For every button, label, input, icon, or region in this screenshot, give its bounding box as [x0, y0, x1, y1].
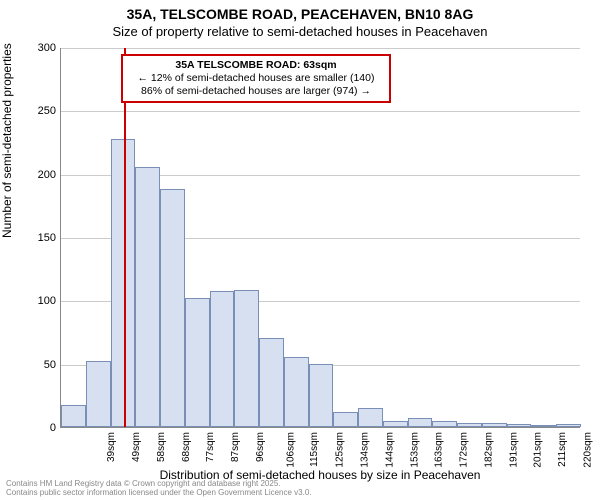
chart-subtitle: Size of property relative to semi-detach… — [0, 24, 600, 39]
bar — [135, 167, 160, 427]
chart-title: 35A, TELSCOMBE ROAD, PEACEHAVEN, BN10 8A… — [0, 6, 600, 22]
plot-area: 35A TELSCOMBE ROAD: 63sqm ← 12% of semi-… — [60, 48, 580, 428]
x-tick: 172sqm — [459, 432, 470, 468]
bar — [185, 298, 210, 427]
annotation-box: 35A TELSCOMBE ROAD: 63sqm ← 12% of semi-… — [121, 54, 391, 103]
gridline — [61, 111, 580, 112]
bar — [86, 361, 111, 427]
y-tick: 150 — [30, 232, 56, 244]
gridline — [61, 48, 580, 49]
y-axis-label: Number of semi-detached properties — [0, 43, 14, 238]
x-tick: 39sqm — [106, 432, 117, 462]
bar — [61, 405, 86, 427]
bar — [432, 421, 457, 427]
x-tick: 49sqm — [131, 432, 142, 462]
y-tick: 100 — [30, 295, 56, 307]
x-tick: 163sqm — [434, 432, 445, 468]
bar — [210, 291, 235, 427]
bar — [160, 189, 185, 427]
bar — [383, 421, 408, 427]
x-tick: 144sqm — [384, 432, 395, 468]
y-tick: 200 — [30, 169, 56, 181]
annotation-line2: ← 12% of semi-detached houses are smalle… — [129, 72, 383, 85]
x-tick: 68sqm — [181, 432, 192, 462]
bar — [284, 357, 309, 427]
x-tick: 201sqm — [533, 432, 544, 468]
bar — [333, 412, 358, 427]
bar — [531, 425, 556, 427]
x-tick: 134sqm — [360, 432, 371, 468]
x-tick: 191sqm — [508, 432, 519, 468]
x-tick: 87sqm — [230, 432, 241, 462]
x-tick: 58sqm — [156, 432, 167, 462]
marker-line — [124, 48, 126, 427]
y-tick: 300 — [30, 42, 56, 54]
bar — [556, 424, 581, 427]
footer-line2: Contains public sector information licen… — [6, 489, 312, 498]
x-tick: 211sqm — [557, 432, 568, 467]
annotation-line3: 86% of semi-detached houses are larger (… — [129, 85, 383, 98]
y-tick: 250 — [30, 105, 56, 117]
chart-footer: Contains HM Land Registry data © Crown c… — [6, 480, 312, 498]
x-tick: 182sqm — [483, 432, 494, 468]
x-tick: 220sqm — [582, 432, 593, 468]
x-tick: 115sqm — [309, 432, 320, 467]
x-tick: 153sqm — [409, 432, 420, 468]
y-tick: 0 — [30, 422, 56, 434]
bar — [234, 290, 259, 427]
x-tick: 77sqm — [205, 432, 216, 462]
y-tick: 50 — [30, 359, 56, 371]
annotation-line1: 35A TELSCOMBE ROAD: 63sqm — [129, 59, 383, 72]
bar — [309, 364, 334, 427]
bar — [482, 423, 507, 427]
bar — [259, 338, 284, 427]
x-tick: 96sqm — [255, 432, 266, 462]
bar — [507, 424, 532, 427]
x-tick: 106sqm — [285, 432, 296, 468]
chart-container: 35A, TELSCOMBE ROAD, PEACEHAVEN, BN10 8A… — [0, 0, 600, 500]
bar — [457, 423, 482, 427]
bar — [408, 418, 433, 427]
x-tick: 125sqm — [335, 432, 346, 468]
bar — [358, 408, 383, 427]
